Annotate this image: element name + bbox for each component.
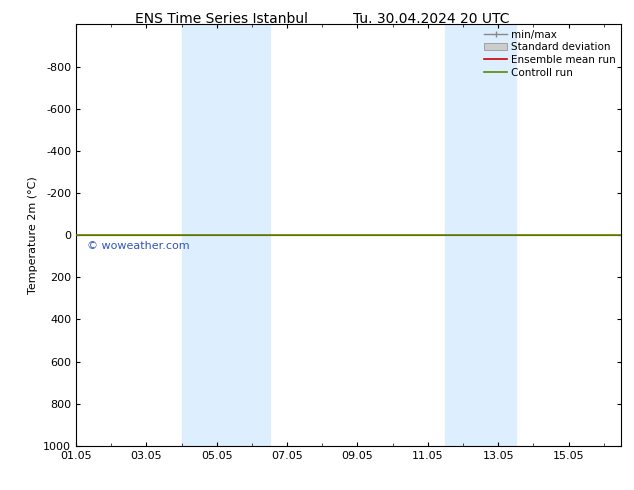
Text: ENS Time Series Istanbul: ENS Time Series Istanbul — [136, 12, 308, 26]
Text: © woweather.com: © woweather.com — [87, 241, 190, 251]
Legend: min/max, Standard deviation, Ensemble mean run, Controll run: min/max, Standard deviation, Ensemble me… — [482, 27, 618, 79]
Bar — [446, 24, 516, 446]
Y-axis label: Temperature 2m (°C): Temperature 2m (°C) — [28, 176, 37, 294]
Bar — [181, 24, 269, 446]
Text: Tu. 30.04.2024 20 UTC: Tu. 30.04.2024 20 UTC — [353, 12, 509, 26]
